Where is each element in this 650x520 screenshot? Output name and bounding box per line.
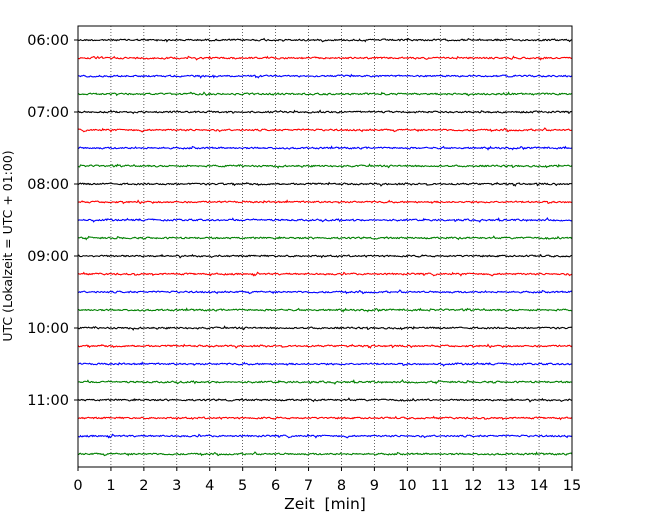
y-tick-label: 11:00	[27, 393, 69, 409]
trace-line	[77, 127, 573, 133]
x-tick-label: 5	[238, 478, 247, 494]
trace-line	[77, 433, 573, 439]
x-tick-label: 9	[370, 478, 379, 494]
x-tick-label: 11	[431, 478, 449, 494]
x-tick-label: 1	[106, 478, 115, 494]
y-axis: 06:00 07:00 08:00 09:00 10:00 11:00	[27, 33, 78, 409]
y-tick-label: 08:00	[27, 177, 69, 193]
trace-line	[77, 325, 573, 331]
x-tick-label: 13	[497, 478, 515, 494]
x-tick-label: 14	[530, 478, 548, 494]
trace-line	[77, 163, 573, 169]
trace-line	[77, 378, 573, 385]
trace-line	[77, 109, 573, 115]
trace-line	[77, 361, 573, 367]
trace-line	[77, 55, 573, 61]
trace-line	[77, 451, 573, 457]
trace-line	[77, 343, 573, 349]
y-tick-label: 06:00	[27, 33, 69, 49]
trace-line	[77, 181, 573, 187]
x-axis-label: Zeit [min]	[284, 495, 366, 513]
y-tick-label: 10:00	[27, 321, 69, 337]
seismogram-traces	[77, 37, 573, 457]
trace-line	[77, 91, 573, 97]
x-axis: 0 1 2 3 4 5 6 7 8 9 10 11 12 13 14 15	[73, 467, 581, 494]
x-tick-label: 12	[464, 478, 482, 494]
x-tick-label: 7	[304, 478, 313, 494]
trace-line	[77, 253, 572, 259]
trace-line	[77, 271, 573, 277]
trace-line	[77, 397, 573, 403]
x-tick-label: 3	[172, 478, 181, 494]
x-tick-label: 2	[139, 478, 148, 494]
plot-frame	[77, 25, 573, 468]
trace-line	[77, 289, 573, 295]
trace-line	[77, 73, 573, 79]
x-tick-label: 10	[398, 478, 416, 494]
trace-line	[77, 307, 573, 313]
x-tick-label: 15	[563, 478, 581, 494]
x-tick-label: 6	[271, 478, 280, 494]
trace-line	[77, 415, 573, 421]
trace-line	[77, 199, 573, 205]
x-tick-label: 8	[337, 478, 346, 494]
y-axis-label: UTC (Lokalzeit = UTC + 01:00)	[0, 150, 15, 341]
trace-line	[77, 145, 573, 151]
x-tick-label: 4	[205, 478, 214, 494]
trace-line	[77, 37, 573, 43]
trace-line	[77, 216, 573, 223]
trace-line	[77, 235, 573, 241]
x-tick-label: 0	[73, 478, 82, 494]
y-tick-label: 07:00	[27, 105, 69, 121]
y-tick-label: 09:00	[27, 249, 69, 265]
